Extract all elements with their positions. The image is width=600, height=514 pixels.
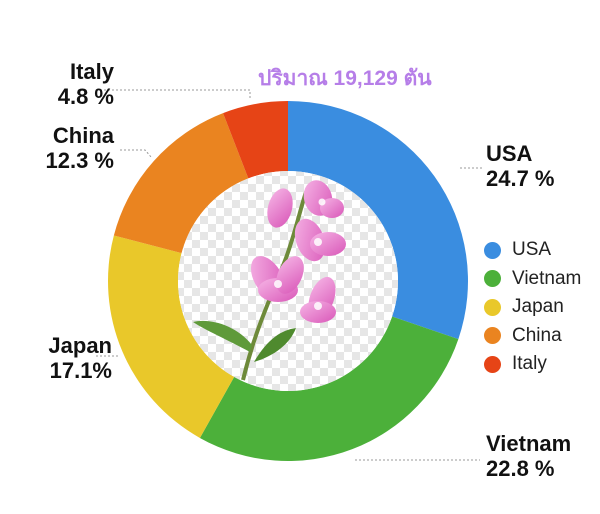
legend-label-vietnam: Vietnam — [512, 267, 582, 289]
data-label-vietnam-name: Vietnam — [486, 431, 572, 456]
data-label-italy-value: 4.8 % — [57, 83, 114, 109]
data-label-usa-value: 24.7 % — [486, 165, 555, 191]
data-label-japan: Japan 17.1% — [48, 333, 112, 383]
legend-label-italy: Italy — [512, 353, 547, 375]
slice-china[interactable] — [113, 113, 249, 254]
leader-line-0 — [100, 89, 251, 100]
legend-label-japan: Japan — [512, 296, 564, 318]
legend-item-japan[interactable]: Japan — [484, 293, 581, 322]
data-label-italy: Italy 4.8 % — [57, 59, 114, 109]
slice-japan[interactable] — [107, 235, 235, 438]
leader-line-1 — [120, 149, 153, 159]
slice-usa[interactable] — [288, 101, 469, 340]
data-label-china-name: China — [52, 123, 114, 148]
data-label-china-value: 12.3 % — [45, 147, 115, 173]
data-label-vietnam: Vietnam 22.8 % — [486, 431, 572, 481]
data-label-japan-name: Japan — [48, 333, 112, 358]
legend-swatch-italy — [484, 355, 501, 373]
data-label-china: China 12.3 % — [45, 123, 115, 173]
legend-swatch-china — [484, 327, 501, 345]
legend-label-usa: USA — [512, 239, 552, 261]
leader-lines — [95, 89, 482, 461]
orchid-image — [193, 180, 346, 381]
legend-item-usa[interactable]: USA — [484, 236, 581, 265]
legend-item-vietnam[interactable]: Vietnam — [484, 265, 581, 294]
legend-item-italy[interactable]: Italy — [484, 350, 581, 379]
legend-item-china[interactable]: China — [484, 322, 581, 351]
slice-italy[interactable] — [223, 101, 288, 179]
slice-vietnam[interactable] — [199, 316, 459, 461]
legend: USA Vietnam Japan China Italy — [484, 236, 581, 379]
legend-label-china: China — [512, 324, 562, 346]
data-label-japan-value: 17.1% — [49, 357, 112, 383]
data-label-usa-name: USA — [486, 141, 533, 166]
data-label-vietnam-value: 22.8 % — [486, 455, 555, 481]
legend-swatch-usa — [484, 241, 501, 259]
data-label-italy-name: Italy — [69, 59, 114, 84]
legend-swatch-vietnam — [484, 270, 501, 288]
legend-swatch-japan — [484, 298, 501, 316]
data-label-usa: USA 24.7 % — [486, 141, 555, 191]
total-volume-title: ปริมาณ 19,129 ตัน — [258, 67, 432, 90]
